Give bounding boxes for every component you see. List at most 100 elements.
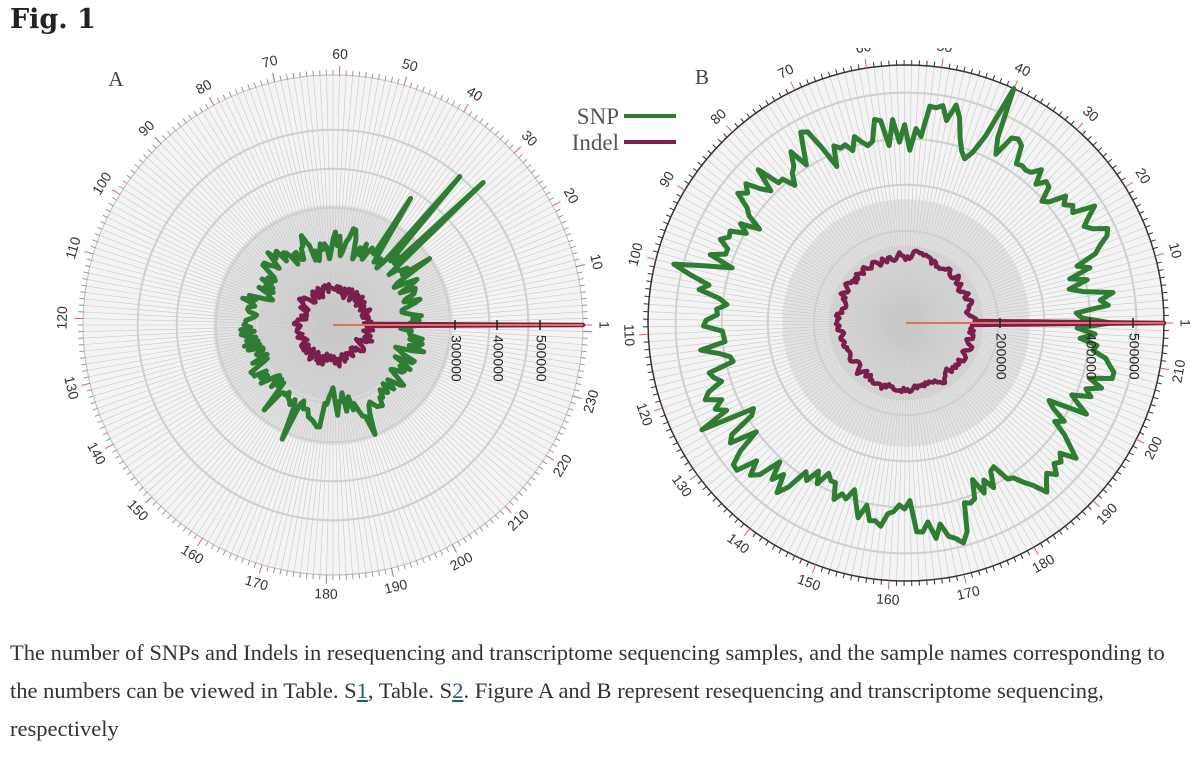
tick-mark (712, 144, 717, 149)
spoke (332, 324, 510, 502)
tick-mark (365, 72, 367, 78)
tick-mark (147, 149, 153, 154)
tick-mark (157, 505, 162, 511)
spoke (701, 165, 907, 324)
tick-mark (474, 530, 478, 536)
outer-ticks (639, 58, 1173, 590)
spoke (332, 172, 532, 326)
tick-mark (260, 80, 263, 86)
spoke (905, 322, 1161, 369)
spoke (332, 272, 578, 326)
tick-mark (1006, 560, 1010, 566)
spoke (332, 324, 353, 575)
tick-mark (451, 100, 456, 106)
spoke (332, 324, 571, 403)
spoke (657, 322, 907, 395)
spoke (332, 324, 398, 567)
tick-mark (1097, 147, 1103, 152)
tick-mark (672, 200, 678, 204)
angular-tick-label: 10 (1166, 241, 1186, 260)
tick-mark (371, 571, 374, 577)
tick-mark (83, 376, 89, 379)
spoke (110, 324, 334, 439)
spoke (332, 324, 547, 456)
spoke (905, 322, 1164, 339)
tick-mark (1150, 404, 1156, 407)
angular-tick-label: 190 (383, 576, 410, 597)
angular-tick-label: 120 (633, 401, 656, 429)
spoke (116, 199, 334, 326)
tick-mark (440, 94, 444, 100)
angular-tick-label: 20 (561, 185, 583, 207)
tick-mark (568, 239, 574, 243)
spoke (170, 324, 334, 516)
spoke (332, 324, 583, 345)
tick-mark (434, 553, 438, 559)
tick-mark (676, 448, 682, 453)
tick-mark (568, 407, 574, 411)
tick-mark (1158, 269, 1164, 272)
spoke (99, 324, 334, 415)
tick-mark (489, 518, 494, 524)
spoke (332, 115, 470, 326)
tick-mark (130, 169, 135, 174)
spoke (332, 188, 543, 326)
tick-mark (970, 68, 974, 74)
spoke (332, 79, 379, 326)
tick-mark (1154, 389, 1161, 392)
spoke (905, 206, 1137, 324)
tick-mark (82, 370, 88, 372)
table-s1-link[interactable]: 1 (356, 678, 368, 703)
tick-mark (827, 569, 831, 575)
tick-mark (842, 573, 845, 579)
spoke (332, 324, 550, 451)
tick-mark (358, 71, 361, 77)
angular-tick-label: 60 (854, 48, 872, 56)
legend-label-indel: Indel (572, 130, 619, 155)
spoke (332, 324, 553, 445)
spoke (749, 117, 907, 324)
spoke (905, 322, 1118, 472)
tick-mark (111, 189, 121, 195)
tick-mark (205, 103, 209, 109)
spoke (680, 196, 907, 324)
tick-mark (647, 256, 657, 261)
tick-mark (384, 75, 387, 81)
tick-mark (649, 378, 655, 381)
tick-mark (684, 461, 690, 466)
spoke (844, 322, 907, 574)
spoke (680, 322, 907, 450)
tick-mark (806, 79, 810, 85)
spoke (332, 91, 423, 326)
angular-tick-label: 110 (621, 324, 638, 347)
tick-mark (999, 77, 1003, 83)
spoke (659, 244, 907, 324)
angular-tick-label: 80 (193, 76, 215, 98)
spoke (726, 322, 907, 509)
tick-mark (378, 570, 380, 576)
tick-mark (752, 108, 757, 114)
tick-mark (494, 514, 499, 520)
angular-tick-label: 220 (549, 451, 575, 479)
tick-mark (188, 530, 192, 536)
spoke (207, 324, 334, 542)
tick-mark (234, 89, 238, 95)
angular-tick-label: 160 (178, 541, 206, 567)
spoke (905, 322, 935, 580)
spoke (332, 183, 540, 326)
spoke (905, 322, 1028, 551)
spoke (697, 171, 907, 324)
spoke (905, 322, 1041, 544)
legend-label-snp: SNP (577, 104, 619, 129)
tick-mark (1052, 106, 1057, 112)
angular-tick-label: 70 (775, 60, 796, 81)
tick-mark (279, 75, 282, 81)
tick-mark (1039, 98, 1044, 104)
table-s2-link[interactable]: 2 (452, 678, 464, 703)
spoke (332, 324, 459, 542)
tick-mark (422, 558, 425, 564)
tick-mark (1033, 94, 1037, 100)
spoke (170, 134, 334, 326)
spoke (332, 76, 360, 326)
tick-mark (561, 220, 567, 224)
